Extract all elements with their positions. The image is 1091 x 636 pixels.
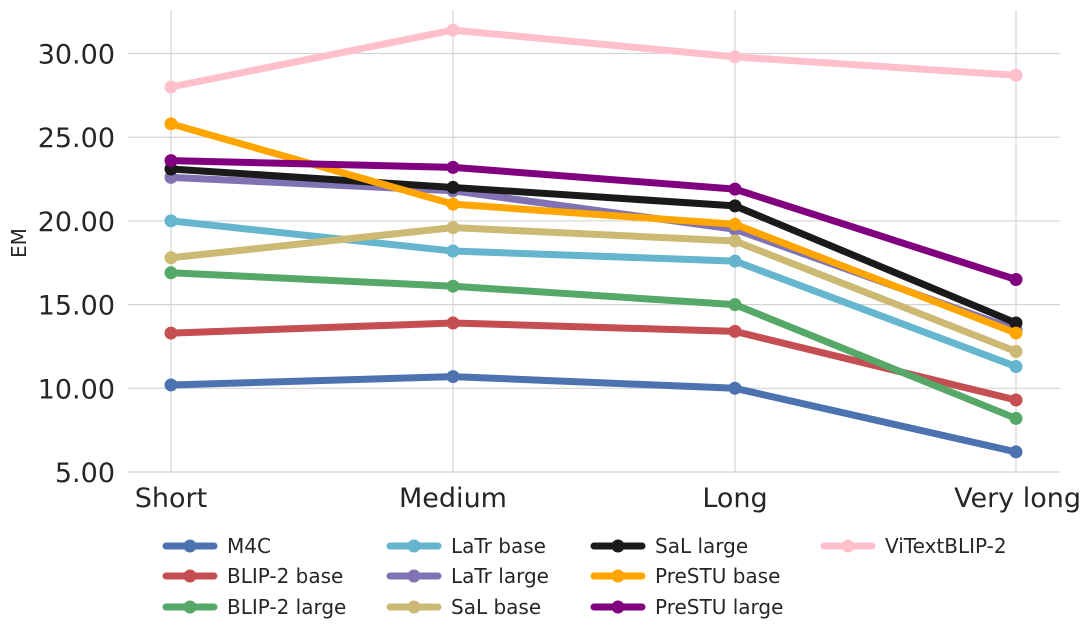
legend-marker	[407, 569, 421, 583]
data-point	[164, 117, 178, 131]
series-prestu-large	[164, 154, 1023, 286]
data-point	[728, 254, 742, 268]
y-tick-label: 25.00	[38, 123, 115, 154]
legend-marker	[183, 569, 197, 583]
legend-item: LaTr base	[386, 534, 546, 558]
series-lines	[164, 23, 1023, 459]
x-tick-label: Medium	[399, 483, 507, 514]
legend-label: SaL base	[451, 595, 541, 619]
series-line	[167, 269, 1020, 422]
data-point	[728, 199, 742, 213]
x-axis-ticks: Short Medium Long Very long	[135, 483, 1081, 514]
x-tick-label: Short	[135, 483, 207, 514]
series-line	[167, 26, 1020, 91]
data-point	[164, 80, 178, 94]
data-point	[1009, 273, 1023, 286]
data-point	[1009, 326, 1023, 340]
data-point	[164, 326, 178, 340]
data-point	[728, 50, 742, 64]
y-tick-label: 20.00	[38, 207, 115, 238]
data-point	[1009, 68, 1023, 82]
series-sal-base	[164, 221, 1023, 358]
data-point	[446, 316, 460, 330]
data-point	[164, 251, 178, 265]
legend-marker	[841, 539, 855, 553]
legend-marker	[183, 539, 197, 553]
legend-label: LaTr large	[451, 564, 549, 588]
y-tick-label: 10.00	[38, 374, 115, 405]
data-point	[728, 381, 742, 395]
legend-label: LaTr base	[451, 534, 546, 558]
x-tick-label: Very long	[954, 483, 1081, 514]
series-line	[167, 165, 1020, 327]
data-point	[728, 234, 742, 248]
legend-marker	[407, 600, 421, 614]
data-point	[446, 197, 460, 211]
data-point	[1009, 445, 1023, 459]
grid	[128, 10, 1060, 473]
y-axis-label: EM	[7, 228, 31, 258]
legend-marker	[611, 539, 625, 553]
legend-item: M4C	[162, 534, 271, 558]
series-line	[167, 217, 1020, 371]
legend-label: M4C	[227, 534, 271, 558]
legend-label: PreSTU large	[655, 595, 783, 619]
legend-item: BLIP-2 large	[162, 595, 346, 619]
series-m4c	[164, 370, 1023, 459]
series-vitextblip-2	[164, 23, 1023, 94]
x-tick-label: Long	[702, 483, 767, 514]
data-point	[1009, 411, 1023, 425]
data-point	[728, 182, 742, 196]
series-line	[167, 319, 1020, 404]
data-point	[446, 221, 460, 235]
series-blip-2-base	[164, 316, 1023, 407]
legend-item: LaTr large	[386, 564, 549, 588]
data-point	[164, 214, 178, 228]
data-point	[446, 244, 460, 258]
legend-item: PreSTU large	[590, 595, 783, 619]
legend-label: ViTextBLIP-2	[885, 534, 1007, 558]
legend-item: BLIP-2 base	[162, 564, 343, 588]
series-blip-2-large	[164, 266, 1023, 425]
legend: M4C BLIP-2 base BLIP-2 large LaTr base LaTr …	[162, 534, 1007, 619]
data-point	[164, 378, 178, 392]
data-point	[728, 217, 742, 231]
series-latr-base	[164, 214, 1023, 374]
data-point	[1009, 316, 1023, 330]
legend-item: PreSTU base	[590, 564, 780, 588]
series-line	[167, 373, 1020, 456]
legend-label: BLIP-2 base	[227, 564, 343, 588]
data-point	[728, 298, 742, 312]
data-point	[1009, 393, 1023, 407]
legend-item: SaL large	[590, 534, 748, 558]
data-point	[446, 23, 460, 37]
data-point	[728, 324, 742, 338]
series-line	[167, 157, 1020, 283]
y-tick-label: 15.00	[38, 291, 115, 322]
legend-label: SaL large	[655, 534, 748, 558]
legend-marker	[183, 600, 197, 614]
data-point	[1009, 344, 1023, 358]
legend-item: ViTextBLIP-2	[820, 534, 1007, 558]
y-tick-label: 30.00	[38, 40, 115, 71]
data-point	[1009, 360, 1023, 374]
legend-marker	[611, 600, 625, 614]
legend-label: BLIP-2 large	[227, 595, 346, 619]
y-axis-ticks: 5.00 10.00 15.00 20.00 25.00 30.00	[38, 40, 115, 489]
data-point	[446, 160, 460, 174]
series-line	[167, 224, 1020, 355]
legend-item: SaL base	[386, 595, 541, 619]
legend-marker	[611, 569, 625, 583]
data-point	[446, 370, 460, 384]
legend-label: PreSTU base	[655, 564, 780, 588]
legend-marker	[407, 539, 421, 553]
data-point	[164, 266, 178, 280]
data-point	[446, 279, 460, 293]
data-point	[446, 180, 460, 194]
y-tick-label: 5.00	[55, 458, 115, 489]
data-point	[164, 154, 178, 168]
